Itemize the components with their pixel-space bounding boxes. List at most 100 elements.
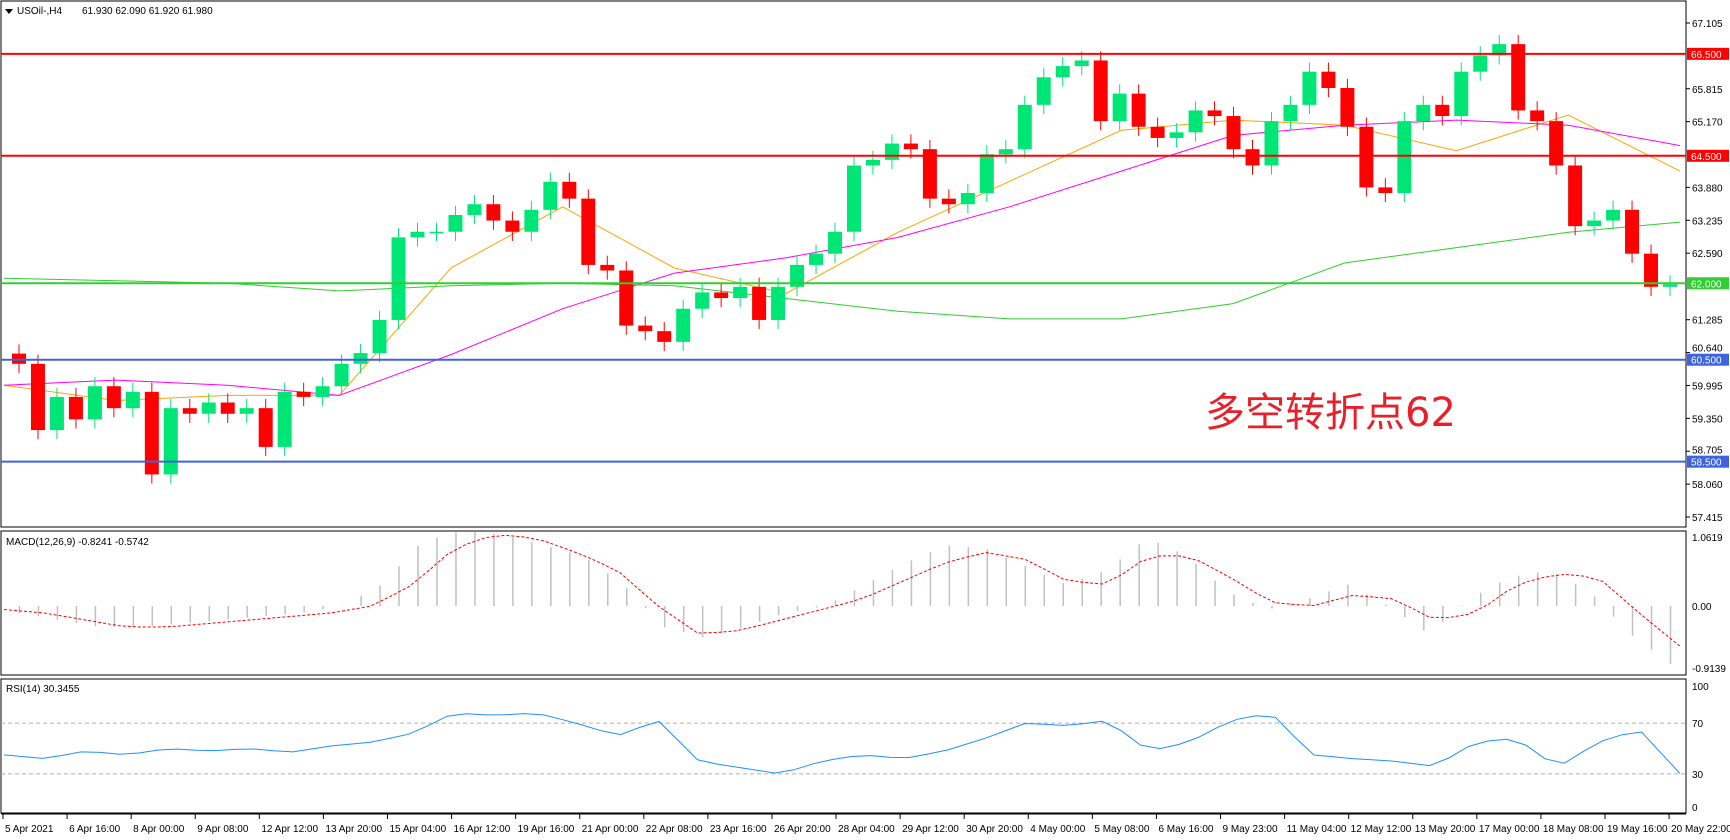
- bull-candle: [960, 193, 975, 205]
- time-tick-label: 22 Apr 08:00: [646, 824, 703, 835]
- bear-candle: [220, 402, 235, 414]
- bear-candle: [1207, 110, 1222, 117]
- bull-candle: [847, 165, 861, 232]
- level-price-label: 58.500: [1691, 458, 1722, 469]
- macd-signal-line: [3, 534, 1681, 647]
- bull-candle: [1663, 284, 1677, 287]
- bear-candle: [1359, 126, 1374, 188]
- bear-candle: [1435, 104, 1450, 117]
- bear-candle: [296, 391, 311, 397]
- bull-candle: [429, 231, 444, 234]
- bear-candle: [106, 386, 121, 409]
- annotation-text: 多空转折点62: [1205, 390, 1456, 436]
- bull-candle: [1283, 104, 1298, 122]
- level-price-badge: [1687, 353, 1729, 366]
- bull-candle: [998, 149, 1013, 155]
- bull-candle: [1473, 55, 1488, 72]
- price-tick-label: 63.880: [1692, 183, 1723, 194]
- price-tick-label: 63.235: [1692, 216, 1723, 227]
- bear-candle: [1378, 187, 1393, 194]
- time-tick-label: 9 Apr 08:00: [197, 824, 249, 835]
- time-tick-label: 16 Apr 12:00: [454, 824, 511, 835]
- bull-candle: [1055, 66, 1070, 78]
- time-tick-label: 6 May 16:00: [1158, 824, 1213, 835]
- bear-candle: [258, 408, 273, 447]
- bear-candle: [1530, 110, 1545, 122]
- bear-candle: [30, 363, 45, 431]
- bull-candle: [1169, 132, 1184, 138]
- bull-candle: [201, 402, 216, 414]
- bear-candle: [144, 391, 159, 475]
- level-price-badge: [1687, 277, 1729, 290]
- time-tick-label: 29 Apr 12:00: [902, 824, 959, 835]
- price-tick-label: 60.640: [1692, 344, 1723, 355]
- bull-candle: [695, 292, 710, 309]
- time-tick-label: 11 May 04:00: [1287, 824, 1347, 835]
- bear-candle: [68, 396, 83, 420]
- bear-candle: [1340, 88, 1355, 127]
- rsi-tick-label: 70: [1692, 719, 1704, 730]
- time-tick-label: 15 Apr 04:00: [389, 824, 446, 835]
- bull-candle: [334, 363, 349, 387]
- bear-candle: [1131, 93, 1146, 127]
- bear-candle: [505, 220, 520, 232]
- level-price-badge: [1687, 455, 1729, 468]
- bull-candle: [1074, 60, 1089, 67]
- rsi-tick-label: 100: [1692, 682, 1709, 693]
- time-tick-label: 30 Apr 20:00: [966, 824, 1023, 835]
- bull-candle: [277, 391, 292, 447]
- bull-candle: [87, 386, 102, 420]
- bull-candle: [49, 396, 64, 431]
- bull-candle: [543, 181, 558, 210]
- bull-candle: [448, 214, 463, 232]
- time-tick-label: 8 Apr 00:00: [133, 824, 185, 835]
- ohlc-readout: 61.930 62.090 61.920 61.980: [82, 6, 213, 17]
- time-tick-label: 9 May 23:00: [1223, 824, 1278, 835]
- time-tick-label: 5 Apr 2021: [5, 824, 54, 835]
- level-price-label: 64.500: [1691, 152, 1722, 163]
- bear-candle: [714, 292, 729, 299]
- time-tick-label: 13 Apr 20:00: [325, 824, 382, 835]
- bear-candle: [1150, 126, 1165, 138]
- bear-candle: [600, 264, 615, 271]
- bear-candle: [1568, 165, 1583, 227]
- time-tick-label: 19 May 16:00: [1607, 824, 1668, 835]
- time-tick-label: 19 Apr 16:00: [518, 824, 575, 835]
- bull-candle: [979, 154, 994, 194]
- rsi-tick-label: 0: [1692, 803, 1698, 814]
- time-tick-label: 12 May 12:00: [1351, 824, 1412, 835]
- bull-candle: [733, 286, 748, 299]
- rsi-pane: [0, 678, 1687, 814]
- bull-candle: [1587, 220, 1602, 227]
- collapse-triangle-icon[interactable]: [5, 9, 13, 14]
- bear-candle: [1549, 121, 1564, 166]
- macd-tick-label: 1.0619: [1692, 533, 1723, 544]
- price-tick-label: 59.995: [1692, 381, 1723, 392]
- price-pane: [0, 0, 1687, 528]
- bear-candle: [562, 181, 577, 199]
- bull-candle: [372, 319, 387, 354]
- bear-candle: [638, 325, 653, 332]
- macd-tick-label: -0.9139: [1692, 664, 1726, 675]
- rsi-title: RSI(14) 30.3455: [6, 684, 80, 695]
- time-tick-label: 13 May 20:00: [1415, 824, 1476, 835]
- bull-candle: [391, 237, 406, 320]
- bear-candle: [1625, 209, 1640, 254]
- price-tick-label: 62.590: [1692, 249, 1723, 260]
- bull-candle: [884, 143, 899, 160]
- bull-candle: [125, 391, 140, 409]
- time-tick-label: 21 Apr 00:00: [582, 824, 639, 835]
- bull-candle: [163, 408, 178, 475]
- time-tick-label: 6 Apr 16:00: [69, 824, 121, 835]
- macd-tick-label: 0.00: [1692, 602, 1712, 613]
- bear-candle: [1226, 116, 1241, 150]
- bear-candle: [182, 408, 197, 414]
- symbol-label: USOil-,H4: [17, 6, 62, 17]
- level-price-badge: [1687, 149, 1729, 162]
- time-tick-label: 28 Apr 04:00: [838, 824, 895, 835]
- time-tick-label: 23 Apr 16:00: [710, 824, 767, 835]
- bull-candle: [676, 308, 691, 342]
- bull-candle: [239, 408, 254, 414]
- bear-candle: [1644, 253, 1659, 287]
